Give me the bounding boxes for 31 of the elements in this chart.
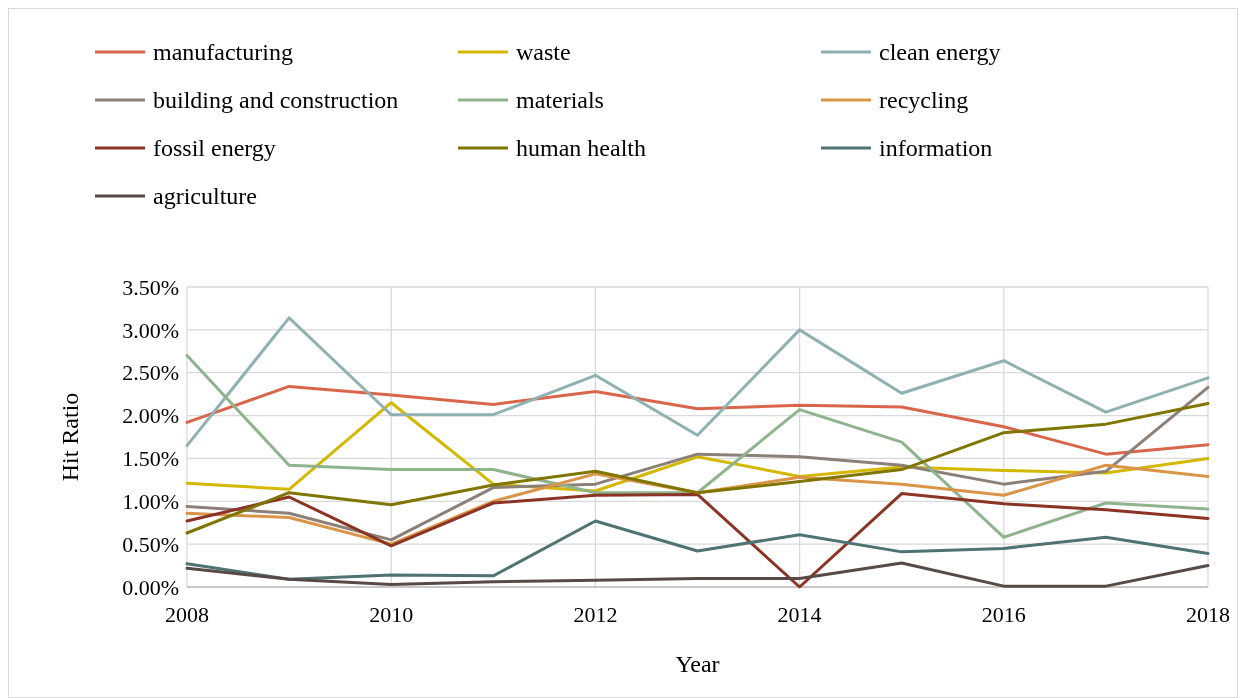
legend-label: fossil energy — [153, 135, 276, 162]
x-tick-label: 2008 — [165, 602, 209, 627]
y-tick-label: 1.00% — [122, 488, 179, 514]
y-tick-label: 1.50% — [122, 446, 179, 472]
legend-label: clean energy — [879, 39, 1001, 66]
line-series — [185, 519, 1210, 581]
y-tick-label: 3.00% — [122, 317, 179, 343]
x-tick-label: 2012 — [573, 602, 618, 627]
legend-label: manufacturing — [153, 39, 293, 66]
x-tick-label: 2014 — [777, 602, 822, 627]
y-tick-label: 3.50% — [122, 274, 179, 300]
y-tick-label: 2.00% — [122, 403, 179, 429]
legend-label: information — [879, 135, 993, 162]
y-axis-title: Hit Ratio — [57, 392, 83, 482]
y-tick-label: 0.50% — [122, 531, 179, 557]
legend-label: recycling — [879, 87, 969, 114]
legend-label: waste — [516, 39, 571, 66]
line-series — [185, 316, 1210, 448]
y-tick-label: 0.00% — [122, 574, 179, 600]
line-series — [185, 402, 1210, 535]
x-tick-label: 2010 — [369, 602, 414, 627]
x-tick-label: 2018 — [1186, 602, 1230, 627]
legend-label: building and construction — [153, 87, 399, 114]
legend-label: materials — [516, 87, 604, 114]
x-tick-label: 2016 — [981, 602, 1026, 627]
legend-label: agriculture — [153, 183, 257, 210]
x-axis-title: Year — [675, 651, 720, 677]
line-series — [185, 384, 1210, 456]
line-series — [185, 354, 1210, 539]
y-tick-label: 2.50% — [122, 360, 179, 386]
legend-label: human health — [516, 135, 646, 162]
